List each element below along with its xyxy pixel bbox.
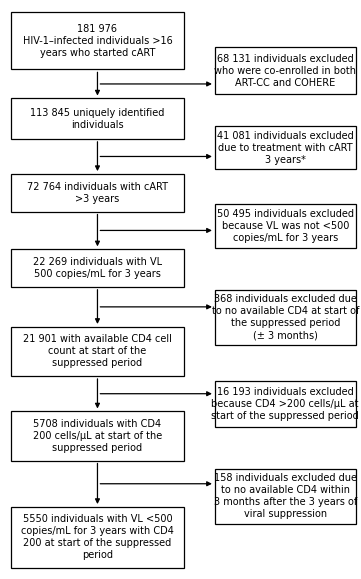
FancyBboxPatch shape [215, 381, 356, 427]
Text: 16 193 individuals excluded
because CD4 >200 cells/μL at
start of the suppressed: 16 193 individuals excluded because CD4 … [211, 387, 359, 421]
FancyBboxPatch shape [215, 126, 356, 170]
FancyBboxPatch shape [11, 98, 184, 139]
FancyBboxPatch shape [11, 411, 184, 461]
FancyBboxPatch shape [215, 47, 356, 94]
Text: 181 976
HIV-1–infected individuals >16
years who started cART: 181 976 HIV-1–infected individuals >16 y… [23, 24, 172, 57]
FancyBboxPatch shape [215, 290, 356, 345]
Text: 72 764 individuals with cART
>3 years: 72 764 individuals with cART >3 years [27, 182, 168, 204]
Text: 113 845 uniquely identified
individuals: 113 845 uniquely identified individuals [30, 108, 165, 130]
FancyBboxPatch shape [11, 327, 184, 376]
Text: 50 495 individuals excluded
because VL was not <500
copies/mL for 3 years: 50 495 individuals excluded because VL w… [217, 209, 354, 243]
Text: 21 901 with available CD4 cell
count at start of the
suppressed period: 21 901 with available CD4 cell count at … [23, 335, 172, 368]
Text: 368 individuals excluded due
to no available CD4 at start of
the suppressed peri: 368 individuals excluded due to no avail… [212, 294, 359, 340]
FancyBboxPatch shape [11, 249, 184, 287]
FancyBboxPatch shape [11, 507, 184, 567]
FancyBboxPatch shape [11, 12, 184, 69]
FancyBboxPatch shape [215, 469, 356, 523]
Text: 5550 individuals with VL <500
copies/mL for 3 years with CD4
200 at start of the: 5550 individuals with VL <500 copies/mL … [21, 514, 174, 560]
Text: 158 individuals excluded due
to no available CD4 within
3 months after the 3 yea: 158 individuals excluded due to no avail… [214, 473, 357, 519]
FancyBboxPatch shape [11, 174, 184, 211]
Text: 5708 individuals with CD4
200 cells/μL at start of the
suppressed period: 5708 individuals with CD4 200 cells/μL a… [33, 419, 162, 453]
Text: 68 131 individuals excluded
who were co-enrolled in both
ART-CC and COHERE: 68 131 individuals excluded who were co-… [214, 54, 356, 87]
Text: 41 081 individuals excluded
due to treatment with cART
3 years*: 41 081 individuals excluded due to treat… [217, 131, 353, 164]
Text: 22 269 individuals with VL
500 copies/mL for 3 years: 22 269 individuals with VL 500 copies/mL… [33, 257, 162, 279]
FancyBboxPatch shape [215, 204, 356, 248]
